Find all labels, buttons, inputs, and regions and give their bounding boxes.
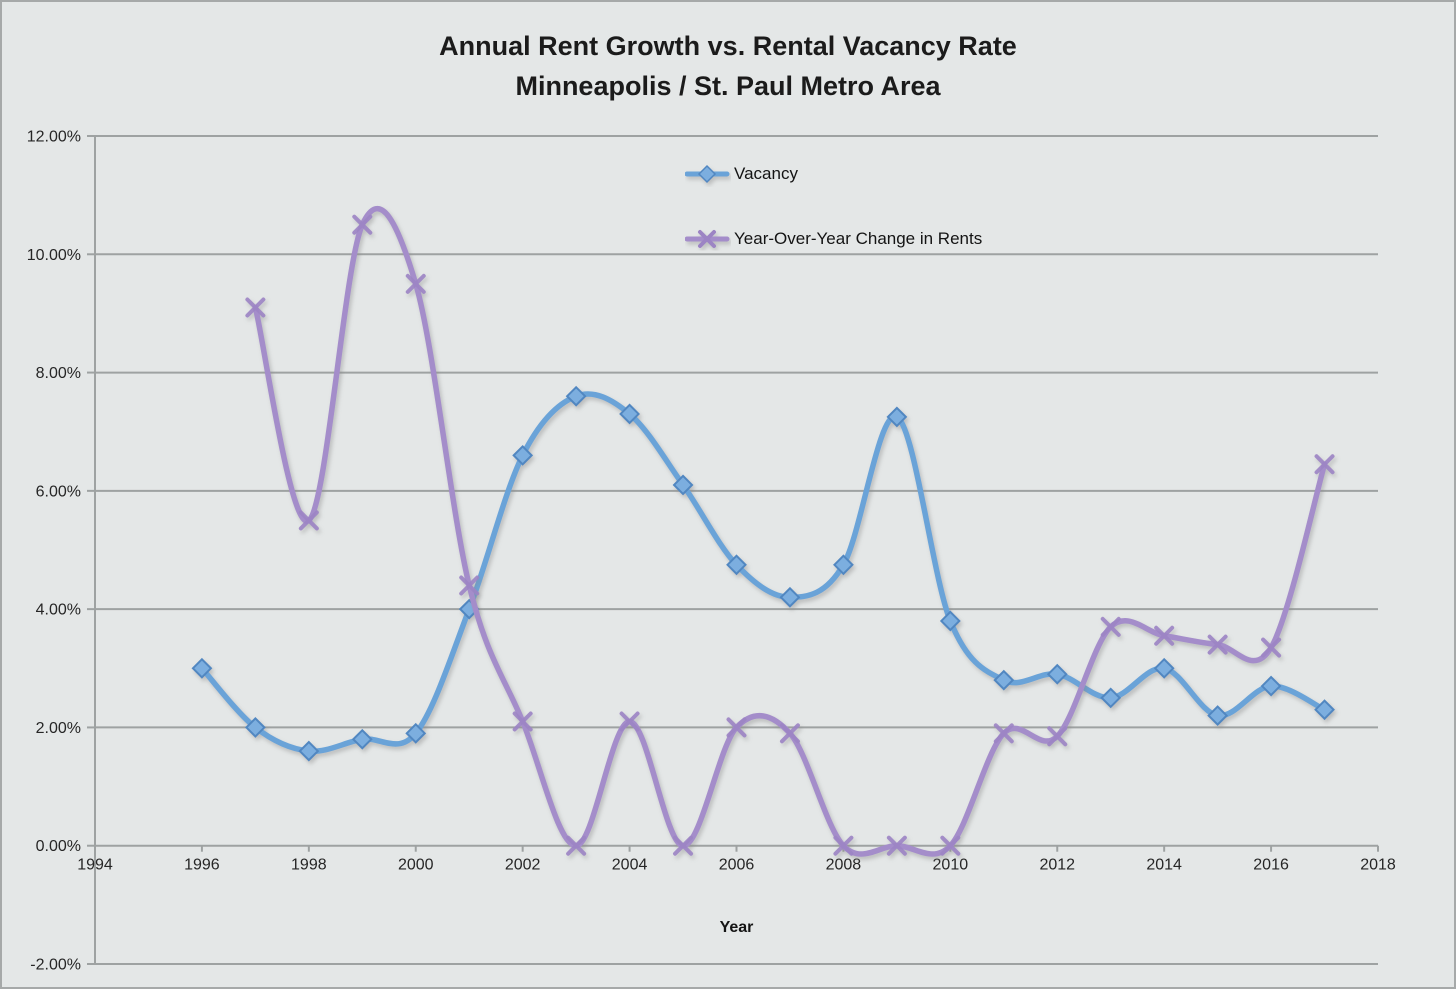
rent-change-legend-marker-icon [685, 230, 730, 248]
data-point-marker [1314, 699, 1335, 721]
x-tick-label: 2002 [505, 857, 541, 874]
data-point-marker [405, 273, 426, 294]
data-point-marker [726, 554, 747, 576]
legend-item-rent-change: Year-Over-Year Change in Rents [685, 226, 982, 252]
x-axis-title: Year [719, 919, 754, 936]
y-tick-label: 8.00% [36, 365, 81, 382]
y-tick-label: 2.00% [36, 720, 81, 737]
data-point-marker [1207, 705, 1229, 727]
data-point-marker [459, 575, 480, 596]
data-point-marker [1314, 454, 1335, 475]
data-point-marker [245, 297, 266, 318]
y-tick-label: 4.00% [36, 602, 81, 619]
series-line [252, 206, 1328, 857]
data-point-marker [565, 385, 587, 407]
y-tick-label: 12.00% [27, 129, 81, 146]
data-point-marker [405, 722, 427, 744]
y-tick-label: 0.00% [36, 838, 81, 855]
data-point-marker [566, 835, 587, 856]
rent-change-series [245, 206, 1335, 857]
legend-label-vacancy: Vacancy [734, 164, 798, 183]
data-point-marker [512, 444, 534, 466]
x-tick-label: 2016 [1253, 857, 1289, 874]
x-tick-label: 2012 [1039, 857, 1075, 874]
x-tick-label: 2008 [826, 857, 862, 874]
data-point-marker [726, 717, 747, 738]
vacancy-legend-marker-icon [685, 164, 730, 184]
data-point-marker [298, 740, 320, 762]
data-point-marker [1260, 675, 1282, 697]
data-point-marker [940, 835, 961, 856]
data-point-marker [619, 403, 640, 425]
grid-layer: 12.00% 10.00% 8.00% 6.00% 4.00% 2.00% 0.00% -2.… [27, 129, 1396, 974]
data-point-marker [939, 610, 961, 632]
data-point-marker [779, 586, 801, 608]
data-point-marker [244, 717, 266, 738]
data-point-marker [1100, 616, 1121, 637]
y-tick-label: 6.00% [36, 483, 81, 500]
legend-sample-graphic [685, 230, 730, 248]
series-layer [191, 206, 1335, 857]
x-tick-label: 1994 [77, 857, 113, 874]
legend-diamond-marker [697, 164, 717, 184]
data-point-marker [779, 723, 800, 744]
data-point-marker [1046, 663, 1068, 685]
data-point-marker [886, 835, 907, 856]
x-tick-label: 2006 [719, 857, 755, 874]
x-tick-label: 2004 [612, 857, 648, 874]
data-point-marker [191, 657, 213, 679]
legend-sample-graphic [685, 164, 730, 184]
y-tick-label: 10.00% [27, 247, 81, 264]
data-point-marker [993, 669, 1015, 691]
legend-label-rent-change: Year-Over-Year Change in Rents [734, 229, 983, 248]
data-point-marker [298, 510, 319, 531]
data-point-marker [833, 554, 854, 576]
x-tick-label: 2014 [1146, 857, 1182, 874]
legend-x-marker [698, 230, 716, 248]
data-point-marker [352, 214, 373, 235]
data-point-marker [1047, 726, 1068, 747]
data-point-marker [833, 835, 854, 856]
x-tick-label: 2018 [1360, 857, 1396, 874]
x-tick-label: 2010 [933, 857, 969, 874]
data-point-marker [351, 728, 373, 750]
data-point-marker [993, 723, 1014, 744]
data-point-marker [1207, 634, 1228, 655]
chart-title-line2: Minneapolis / St. Paul Metro Area [515, 71, 941, 101]
data-point-marker [672, 474, 694, 496]
x-tick-label: 2000 [398, 857, 434, 874]
legend-item-vacancy: Vacancy [685, 161, 982, 187]
data-point-marker [1261, 637, 1282, 658]
x-tick-label: 1996 [184, 857, 220, 874]
vacancy-series [191, 385, 1335, 762]
data-point-marker [512, 711, 533, 732]
data-point-marker [1153, 657, 1175, 679]
chart-title: Annual Rent Growth vs. Rental Vacancy Ra… [2, 26, 1454, 106]
data-point-marker [1154, 625, 1175, 646]
y-tick-label: -2.00% [30, 957, 81, 974]
chart-title-line1: Annual Rent Growth vs. Rental Vacancy Ra… [439, 31, 1017, 61]
data-point-marker [619, 711, 640, 732]
data-point-marker [673, 835, 694, 856]
legend: Vacancy Year-Over-Year Change in Rents [685, 161, 982, 252]
x-tick-label: 1998 [291, 857, 327, 874]
data-point-marker [886, 406, 908, 428]
series-line [199, 391, 1328, 755]
data-point-marker [1100, 687, 1122, 709]
